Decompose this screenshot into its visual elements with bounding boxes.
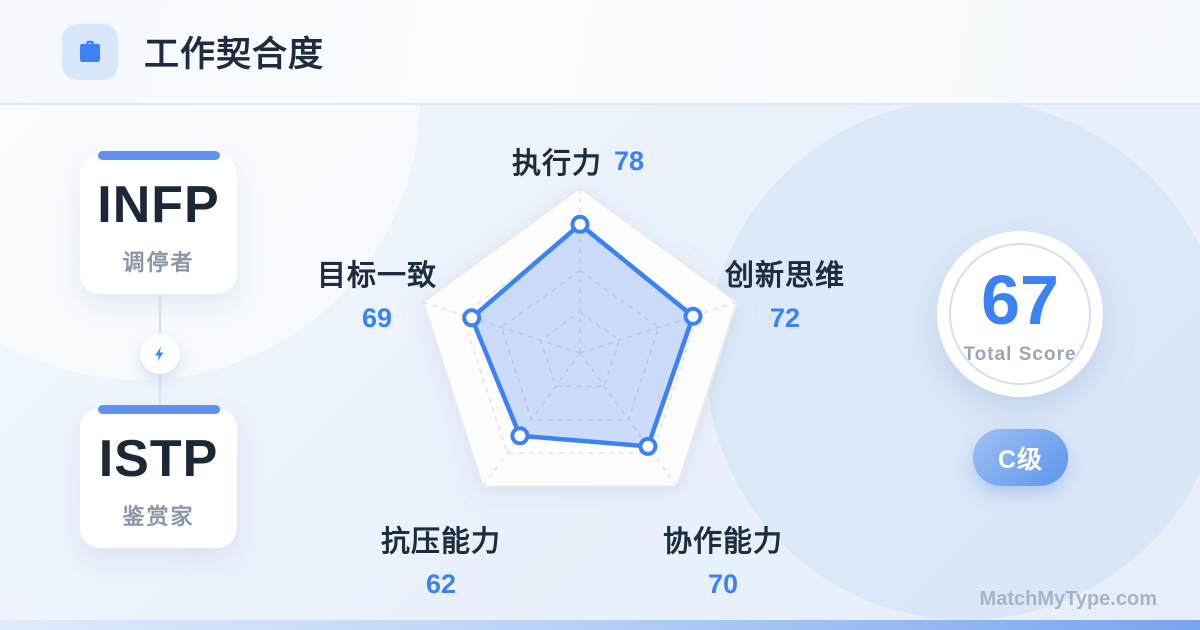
total-score-circle: 67 Total Score — [937, 231, 1103, 397]
total-score-value: 67 — [981, 260, 1059, 339]
bottom-accent-bar — [0, 620, 1200, 630]
axis-value: 70 — [707, 569, 739, 599]
grade-badge: C级 — [973, 429, 1068, 486]
axis-label-collaboration: 协作能力 70 — [662, 526, 784, 599]
watermark: MatchMyType.com — [979, 588, 1157, 610]
type-card-right: ISTP 鉴赏家 — [80, 405, 237, 548]
grade-badge-label: C级 — [997, 445, 1044, 474]
header: 工作契合度 — [0, 0, 1200, 105]
axis-label-innovation: 创新思维 72 — [724, 260, 846, 333]
axis-value: 72 — [769, 303, 801, 333]
type-name-right: ISTP — [98, 430, 219, 488]
total-score-label: Total Score — [963, 343, 1077, 365]
axis-value: 78 — [613, 145, 645, 176]
briefcase-icon — [62, 23, 118, 80]
axis-value: 69 — [361, 303, 393, 333]
type-name-left: INFP — [97, 176, 220, 234]
card-accent-bar — [97, 151, 220, 160]
card-accent-bar — [97, 405, 220, 414]
type-card-left: INFP 调停者 — [80, 151, 237, 294]
axis-label-goal: 目标一致 69 — [316, 260, 438, 333]
axis-label-execution: 执行力 78 — [511, 145, 645, 181]
page-title: 工作契合度 — [144, 35, 325, 74]
type-alias-left: 调停者 — [122, 250, 195, 275]
lightning-icon — [140, 334, 180, 374]
type-alias-right: 鉴赏家 — [122, 504, 195, 529]
axis-value: 62 — [425, 569, 457, 599]
axis-label-stress: 抗压能力 62 — [380, 526, 502, 599]
